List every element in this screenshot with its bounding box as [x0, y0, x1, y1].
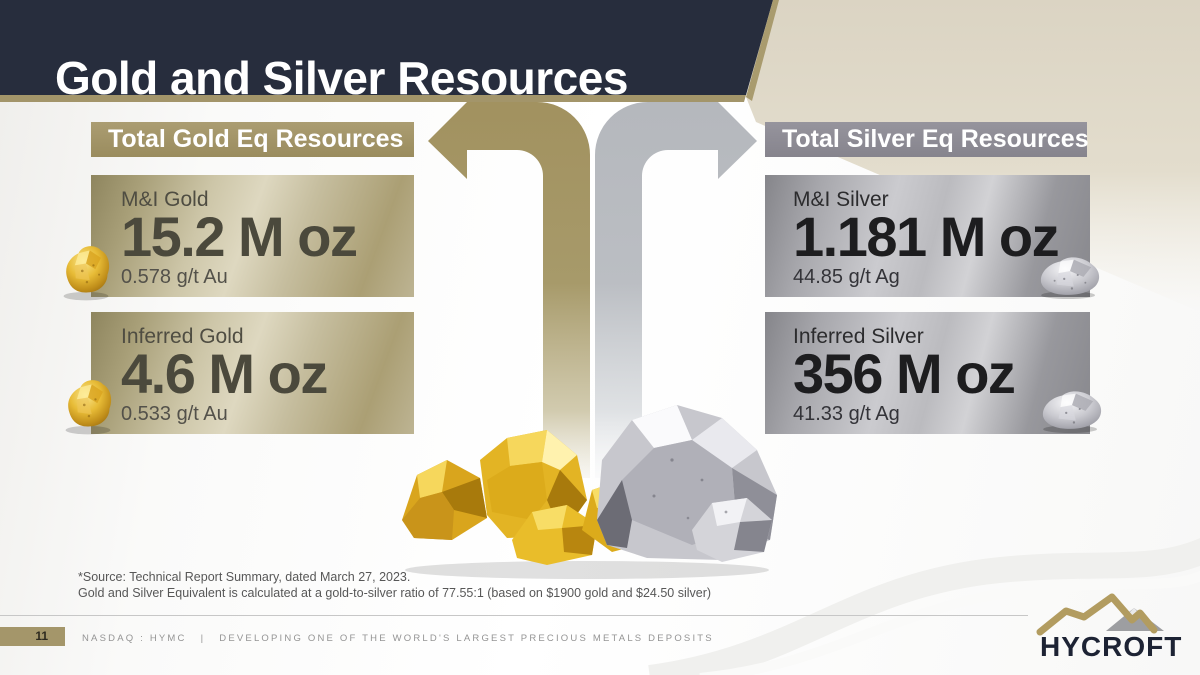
- slide-title: Gold and Silver Resources: [55, 51, 628, 104]
- mi-gold-grade: 0.578 g/t Au: [121, 266, 228, 288]
- silver-arrow: [595, 102, 757, 478]
- gold-nugget-icon: [65, 380, 112, 435]
- inferred-gold-card: Inferred Gold 4.6 M oz 0.533 g/t Au: [91, 312, 414, 434]
- page-number-badge: 11: [0, 627, 65, 646]
- source-note-line2: Gold and Silver Equivalent is calculated…: [78, 585, 712, 600]
- gold-column-header: Total Gold Eq Resources: [91, 122, 414, 157]
- swoosh-wave-inner: [699, 570, 1200, 675]
- inferred-gold-label: Inferred Gold: [121, 325, 244, 348]
- footer-divider: [0, 615, 1028, 616]
- banner-shape: [0, 0, 773, 95]
- mi-gold-value: 15.2 M oz: [121, 205, 358, 268]
- inferred-silver-card: Inferred Silver 356 M oz 41.33 g/t Ag: [765, 312, 1090, 434]
- mi-gold-label: M&I Gold: [121, 188, 209, 211]
- gold-arrow: [428, 102, 590, 478]
- inferred-gold-value: 4.6 M oz: [121, 342, 328, 405]
- gold-nugget-icon: [63, 246, 110, 301]
- gold-silver-nugget-pile-image: [402, 405, 777, 579]
- footer-separator: |: [200, 633, 206, 644]
- banner-edge-highlight: [746, 0, 779, 101]
- mi-silver-grade: 44.85 g/t Ag: [793, 266, 900, 288]
- mi-gold-card: M&I Gold 15.2 M oz 0.578 g/t Au: [91, 175, 414, 297]
- source-note-line1: *Source: Technical Report Summary, dated…: [78, 570, 411, 584]
- mi-silver-value: 1.181 M oz: [793, 205, 1060, 268]
- inferred-silver-grade: 41.33 g/t Ag: [793, 403, 900, 425]
- silver-nugget-icon: [1040, 257, 1100, 300]
- hycroft-logo: HYCROFT: [1036, 590, 1188, 670]
- mi-silver-label: M&I Silver: [793, 188, 889, 211]
- title-banner: [0, 0, 779, 102]
- footer-ticker: NASDAQ : HYMC: [82, 633, 187, 644]
- source-note: *Source: Technical Report Summary, dated…: [78, 570, 711, 601]
- inferred-silver-label: Inferred Silver: [793, 325, 924, 348]
- mi-silver-card: M&I Silver 1.181 M oz 44.85 g/t Ag: [765, 175, 1090, 297]
- silver-nugget-icon: [1042, 391, 1102, 434]
- silver-column-header: Total Silver Eq Resources: [765, 122, 1089, 157]
- inferred-silver-value: 356 M oz: [793, 342, 1016, 405]
- banner-gold-strip: [0, 95, 746, 102]
- gold-column-header-label: Total Gold Eq Resources: [108, 125, 404, 153]
- hycroft-logo-text: HYCROFT: [1040, 631, 1183, 662]
- silver-column-header-label: Total Silver Eq Resources: [782, 125, 1089, 153]
- footer-text: NASDAQ : HYMC | DEVELOPING ONE OF THE WO…: [82, 633, 714, 644]
- inferred-gold-grade: 0.533 g/t Au: [121, 403, 228, 425]
- footer-tagline: DEVELOPING ONE OF THE WORLD'S LARGEST PR…: [219, 633, 714, 644]
- mountain-peaks-icon: [1036, 593, 1164, 636]
- swoosh-wave: [648, 538, 1200, 675]
